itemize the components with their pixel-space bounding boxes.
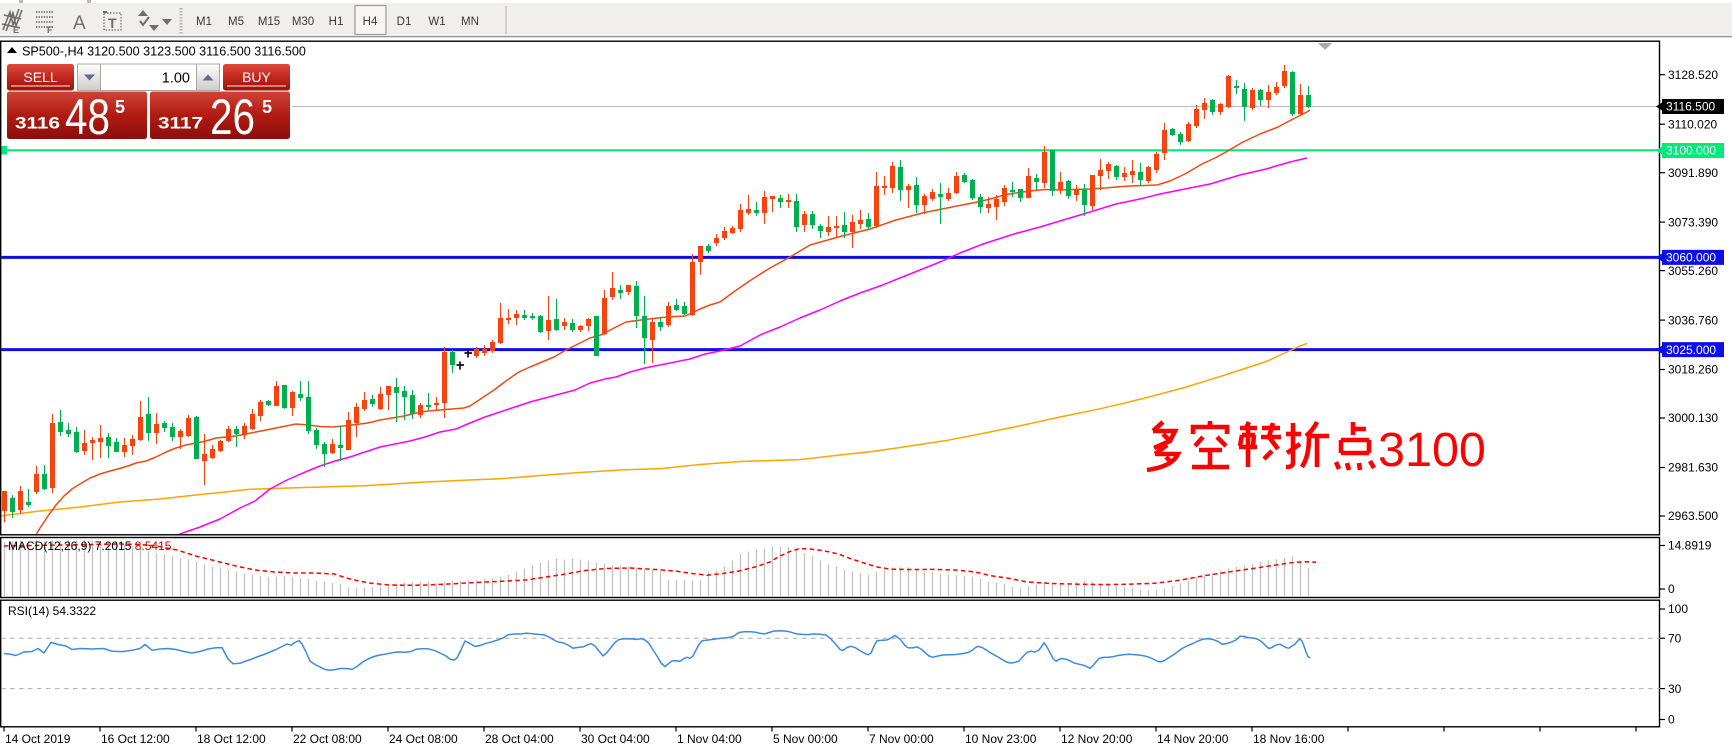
svg-text:SP500-,H4 3120.500 3123.500 3: SP500-,H4 3120.500 3123.500 3116.500 311… xyxy=(22,45,306,59)
svg-text:22 Oct 08:00: 22 Oct 08:00 xyxy=(293,732,362,746)
svg-text:1 Nov 04:00: 1 Nov 04:00 xyxy=(677,732,742,746)
svg-text:2981.630: 2981.630 xyxy=(1668,461,1718,475)
svg-text:14 Oct 2019: 14 Oct 2019 xyxy=(5,732,71,746)
svg-text:100: 100 xyxy=(1668,602,1688,616)
svg-text:3128.520: 3128.520 xyxy=(1668,68,1718,82)
svg-text:16 Oct 12:00: 16 Oct 12:00 xyxy=(101,732,170,746)
svg-text:M1: M1 xyxy=(196,16,212,28)
svg-text:48: 48 xyxy=(65,89,110,145)
svg-text:5: 5 xyxy=(115,97,125,117)
svg-text:30 Oct 04:00: 30 Oct 04:00 xyxy=(581,732,650,746)
svg-text:5 Nov 00:00: 5 Nov 00:00 xyxy=(773,732,838,746)
svg-text:30: 30 xyxy=(1668,682,1682,696)
svg-text:F: F xyxy=(47,25,53,35)
svg-text:3116: 3116 xyxy=(15,115,60,133)
svg-text:3000.130: 3000.130 xyxy=(1668,411,1718,425)
svg-text:SELL: SELL xyxy=(23,69,57,85)
svg-text:14 Nov 20:00: 14 Nov 20:00 xyxy=(1157,732,1229,746)
svg-text:M30: M30 xyxy=(292,16,314,28)
svg-text:7 Nov 00:00: 7 Nov 00:00 xyxy=(869,732,934,746)
svg-text:28 Oct 04:00: 28 Oct 04:00 xyxy=(485,732,554,746)
svg-text:14.8919: 14.8919 xyxy=(1668,539,1712,553)
svg-text:3073.390: 3073.390 xyxy=(1668,215,1718,229)
svg-text:10 Nov 23:00: 10 Nov 23:00 xyxy=(965,732,1037,746)
svg-text:3055.260: 3055.260 xyxy=(1668,264,1718,278)
svg-text:0: 0 xyxy=(1668,582,1675,596)
svg-text:M15: M15 xyxy=(258,16,280,28)
svg-text:MACD(12,26,9) 7.2015 8.5415: MACD(12,26,9) 7.2015 8.5415 xyxy=(8,539,172,553)
svg-text:E: E xyxy=(13,25,19,35)
svg-text:2963.500: 2963.500 xyxy=(1668,509,1718,523)
svg-text:70: 70 xyxy=(1668,631,1682,645)
svg-text:MN: MN xyxy=(461,16,479,28)
svg-text:H4: H4 xyxy=(363,16,378,28)
svg-text:3100.000: 3100.000 xyxy=(1666,144,1716,158)
svg-text:W1: W1 xyxy=(428,16,445,28)
svg-text:3110.020: 3110.020 xyxy=(1668,117,1717,131)
svg-text:1.00: 1.00 xyxy=(162,71,190,87)
svg-text:3036.760: 3036.760 xyxy=(1668,313,1718,327)
svg-text:RSI(14) 54.3322: RSI(14) 54.3322 xyxy=(8,604,96,618)
svg-text:3018.260: 3018.260 xyxy=(1668,363,1718,377)
svg-text:0: 0 xyxy=(1668,713,1675,727)
svg-text:24 Oct 08:00: 24 Oct 08:00 xyxy=(389,732,458,746)
svg-text:12 Nov 20:00: 12 Nov 20:00 xyxy=(1061,732,1133,746)
svg-text:3091.890: 3091.890 xyxy=(1668,166,1718,180)
svg-text:18 Nov 16:00: 18 Nov 16:00 xyxy=(1253,732,1325,746)
svg-text:3116.500: 3116.500 xyxy=(1666,100,1715,114)
svg-text:H1: H1 xyxy=(329,16,344,28)
svg-text:D1: D1 xyxy=(397,16,412,28)
svg-text:3025.000: 3025.000 xyxy=(1666,343,1716,357)
svg-text:3060.000: 3060.000 xyxy=(1666,251,1716,265)
svg-text:3117: 3117 xyxy=(158,115,203,133)
svg-text:BUY: BUY xyxy=(242,69,271,85)
svg-text:5: 5 xyxy=(262,97,272,117)
svg-text:A: A xyxy=(73,13,86,34)
svg-text:18 Oct 12:00: 18 Oct 12:00 xyxy=(197,732,266,746)
svg-text:T: T xyxy=(108,15,117,31)
svg-text:26: 26 xyxy=(210,89,255,145)
svg-text:3100: 3100 xyxy=(1378,423,1486,477)
svg-text:M5: M5 xyxy=(228,16,244,28)
